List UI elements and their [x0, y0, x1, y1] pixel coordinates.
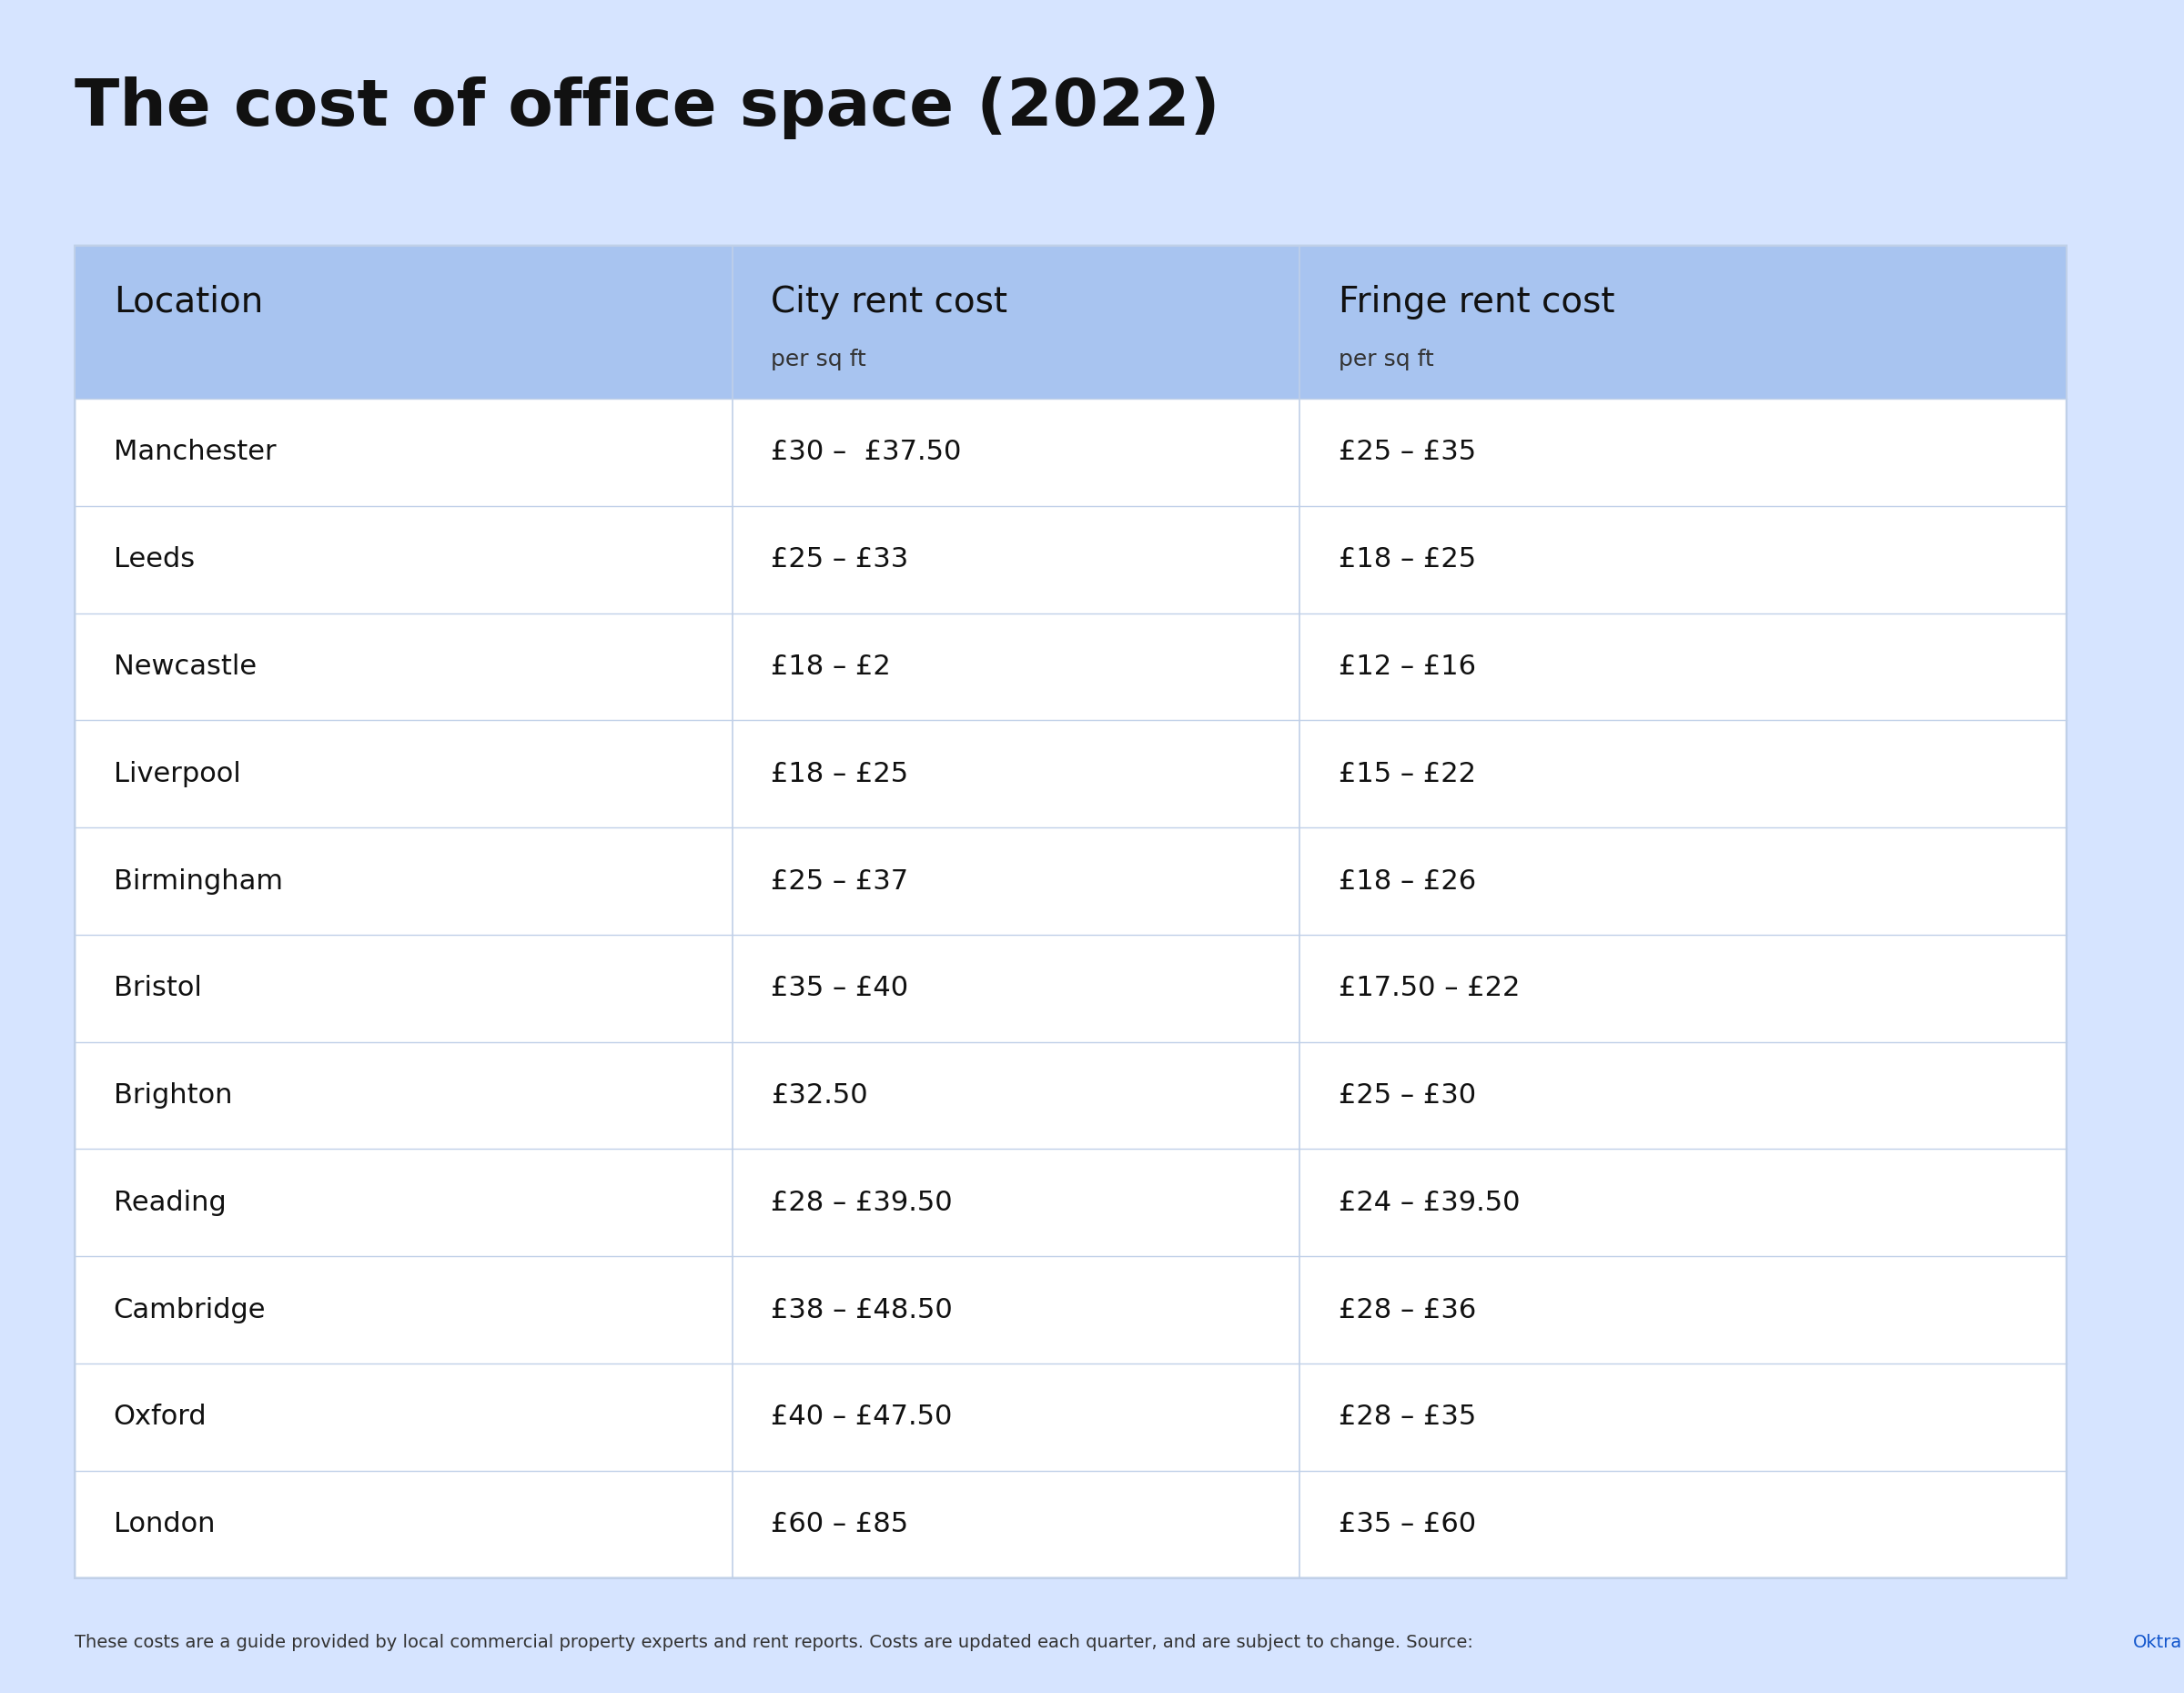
- Text: Liverpool: Liverpool: [114, 760, 240, 787]
- Text: Bristol: Bristol: [114, 975, 201, 1002]
- FancyBboxPatch shape: [74, 245, 2066, 1578]
- Text: £15 – £22: £15 – £22: [1339, 760, 1476, 787]
- Text: Brighton: Brighton: [114, 1082, 232, 1109]
- Text: £28 – £39.50: £28 – £39.50: [771, 1190, 952, 1216]
- Text: £35 – £60: £35 – £60: [1339, 1512, 1476, 1537]
- Text: £35 – £40: £35 – £40: [771, 975, 909, 1002]
- Text: £25 – £37: £25 – £37: [771, 869, 909, 894]
- Text: These costs are a guide provided by local commercial property experts and rent r: These costs are a guide provided by loca…: [74, 1634, 1479, 1651]
- Text: £60 – £85: £60 – £85: [771, 1512, 909, 1537]
- Text: £18 – £25: £18 – £25: [771, 760, 909, 787]
- Text: Newcastle: Newcastle: [114, 653, 256, 681]
- Text: £28 – £35: £28 – £35: [1339, 1403, 1476, 1431]
- Text: Leeds: Leeds: [114, 547, 194, 572]
- Text: £18 – £26: £18 – £26: [1339, 869, 1476, 894]
- Text: £12 – £16: £12 – £16: [1339, 653, 1476, 681]
- Text: Location: Location: [114, 284, 262, 318]
- Text: per sq ft: per sq ft: [771, 349, 867, 371]
- Text: £40 – £47.50: £40 – £47.50: [771, 1403, 952, 1431]
- Text: Fringe rent cost: Fringe rent cost: [1339, 284, 1614, 318]
- Text: The cost of office space (2022): The cost of office space (2022): [74, 76, 1221, 139]
- Text: per sq ft: per sq ft: [1339, 349, 1433, 371]
- Text: Birmingham: Birmingham: [114, 869, 282, 894]
- Text: City rent cost: City rent cost: [771, 284, 1007, 318]
- Text: Cambridge: Cambridge: [114, 1297, 266, 1324]
- Text: £17.50 – £22: £17.50 – £22: [1339, 975, 1520, 1002]
- Text: £28 – £36: £28 – £36: [1339, 1297, 1476, 1324]
- FancyBboxPatch shape: [74, 245, 2066, 400]
- Text: £18 – £2: £18 – £2: [771, 653, 891, 681]
- Text: Reading: Reading: [114, 1190, 227, 1216]
- Text: £18 – £25: £18 – £25: [1339, 547, 1476, 572]
- Text: £30 –  £37.50: £30 – £37.50: [771, 438, 961, 466]
- Text: London: London: [114, 1512, 214, 1537]
- Text: Oxford: Oxford: [114, 1403, 207, 1431]
- Text: £38 – £48.50: £38 – £48.50: [771, 1297, 952, 1324]
- Text: Manchester: Manchester: [114, 438, 275, 466]
- Text: £24 – £39.50: £24 – £39.50: [1339, 1190, 1520, 1216]
- Text: £25 – £33: £25 – £33: [771, 547, 909, 572]
- Text: Oktra: Oktra: [2134, 1634, 2182, 1651]
- Text: £25 – £35: £25 – £35: [1339, 438, 1476, 466]
- Text: £25 – £30: £25 – £30: [1339, 1082, 1476, 1109]
- Text: £32.50: £32.50: [771, 1082, 867, 1109]
